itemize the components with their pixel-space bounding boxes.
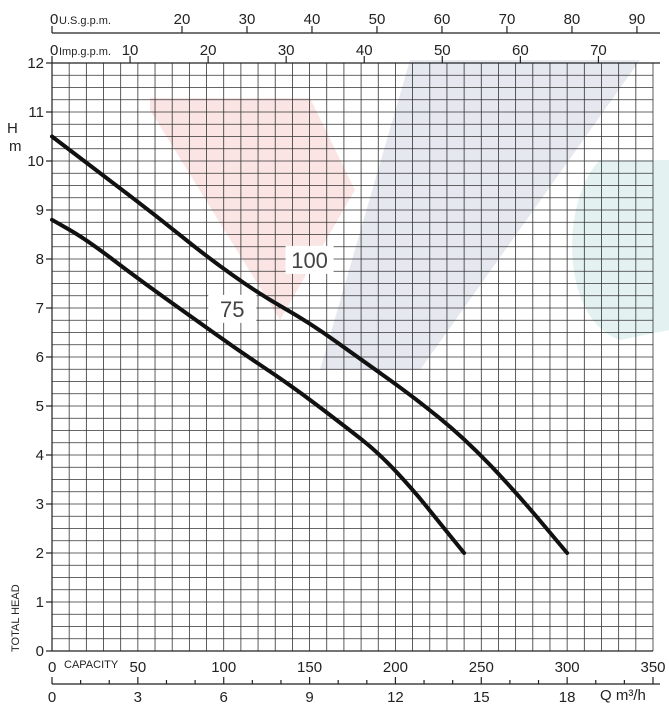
- capacity-tick-label: 100: [211, 659, 236, 676]
- y-tick-label: 8: [36, 251, 44, 268]
- us-gpm-tick-label: 80: [564, 11, 581, 28]
- series-curve-75: [50, 217, 467, 555]
- m3h-tick-label: 18: [559, 689, 576, 706]
- capacity-tick-label: 300: [555, 659, 580, 676]
- y-tick-label: 0: [36, 643, 44, 660]
- series-label-bg-75: [208, 294, 257, 323]
- m3h-tick-label: 3: [134, 689, 142, 706]
- us-gpm-tick-label: 90: [629, 11, 646, 28]
- axes: [46, 26, 660, 685]
- axis-labels: H m TOTAL HEAD CAPACITY Q m³/h U.S.g.p.m…: [7, 15, 646, 704]
- imp-gpm-tick-label: 20: [200, 42, 217, 59]
- capacity-tick-label: 200: [383, 659, 408, 676]
- x-axis-label-q: Q m³/h: [600, 687, 646, 704]
- series: 100 75: [50, 134, 570, 555]
- imp-gpm-tick-label: 0: [50, 42, 58, 59]
- us-gpm-tick-label: 30: [239, 11, 256, 28]
- m3h-tick-label: 0: [48, 689, 56, 706]
- y-axis-label-h: H: [7, 120, 18, 137]
- y-tick-label: 1: [36, 594, 44, 611]
- x-axis-label-us-gpm: U.S.g.p.m.: [59, 15, 111, 27]
- y-tick-label: 12: [27, 55, 44, 72]
- imp-gpm-tick-label: 30: [278, 42, 295, 59]
- m3h-tick-label: 12: [387, 689, 404, 706]
- capacity-tick-label: 350: [640, 659, 665, 676]
- imp-gpm-tick-label: 60: [512, 42, 529, 59]
- y-tick-label: 2: [36, 545, 44, 562]
- y-axis-label-m: m: [9, 138, 22, 155]
- y-tick-label: 5: [36, 398, 44, 415]
- y-tick-label: 6: [36, 349, 44, 366]
- us-gpm-tick-label: 0: [50, 11, 58, 28]
- m3h-tick-label: 15: [473, 689, 490, 706]
- capacity-tick-label: 50: [130, 659, 147, 676]
- y-tick-label: 7: [36, 300, 44, 317]
- series-label-bg-100: [285, 245, 334, 274]
- m3h-tick-label: 9: [305, 689, 313, 706]
- imp-gpm-tick-label: 70: [590, 42, 607, 59]
- capacity-tick-label: 150: [297, 659, 322, 676]
- x-axis-label-imp-gpm: Imp.g.p.m.: [59, 46, 111, 58]
- us-gpm-tick-label: 70: [499, 11, 516, 28]
- capacity-tick-label: 0: [48, 659, 56, 676]
- capacity-tick-label: 250: [469, 659, 494, 676]
- imp-gpm-tick-label: 10: [122, 42, 139, 59]
- us-gpm-tick-label: 40: [304, 11, 321, 28]
- y-tick-label: 3: [36, 496, 44, 513]
- y-tick-label: 10: [27, 153, 44, 170]
- y-axis-label-total-head: TOTAL HEAD: [10, 584, 22, 652]
- imp-gpm-tick-label: 50: [434, 42, 451, 59]
- series-label-100: 100: [291, 248, 328, 273]
- y-tick-label: 4: [36, 447, 44, 464]
- imp-gpm-tick-label: 40: [356, 42, 373, 59]
- series-label-75: 75: [220, 297, 244, 322]
- y-tick-label: 11: [28, 104, 44, 121]
- us-gpm-tick-label: 60: [434, 11, 451, 28]
- y-tick-label: 9: [36, 202, 44, 219]
- us-gpm-tick-label: 20: [174, 11, 191, 28]
- series-curve-100: [50, 134, 570, 555]
- us-gpm-tick-label: 50: [369, 11, 386, 28]
- x-axis-label-capacity: CAPACITY: [64, 659, 119, 671]
- m3h-tick-label: 6: [220, 689, 228, 706]
- watermark: [150, 60, 669, 370]
